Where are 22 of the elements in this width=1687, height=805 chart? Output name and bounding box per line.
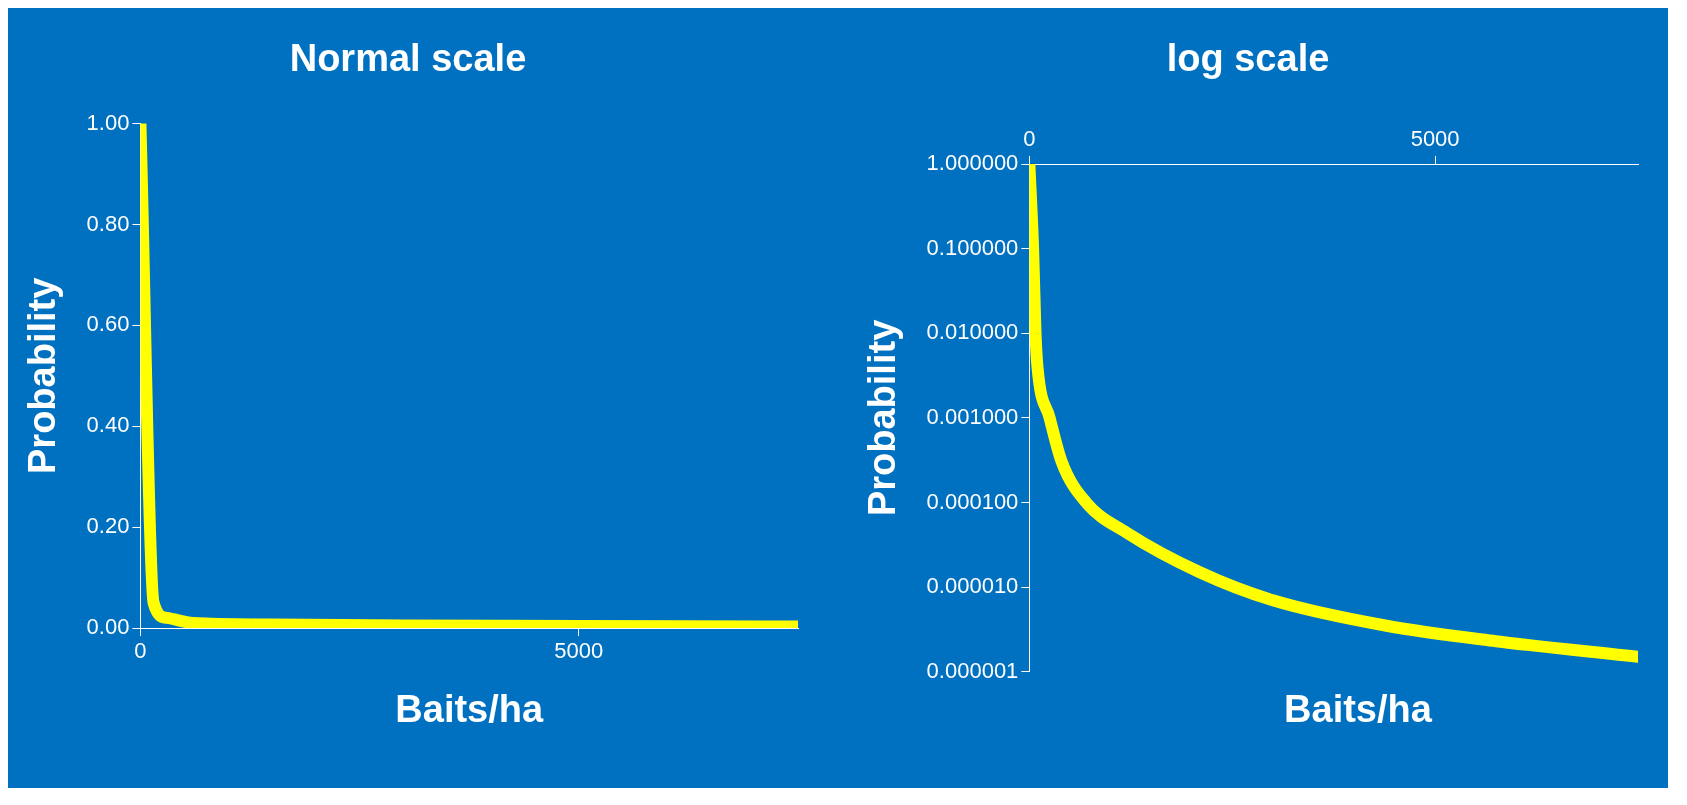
x-tick-label: 0 <box>1023 125 1036 151</box>
y-tick-label: 0.00 <box>86 614 130 640</box>
y-tick-label: 0.000100 <box>926 488 1019 514</box>
x-axis-title: Baits/ha <box>1283 688 1433 731</box>
x-axis-title: Baits/ha <box>395 687 544 730</box>
chart-title: Normal scale <box>289 37 527 80</box>
y-tick-label: 0.001000 <box>926 403 1019 429</box>
y-tick-label: 0.010000 <box>926 319 1019 345</box>
y-tick-label: 0.80 <box>86 210 130 236</box>
y-tick-label: 1.00 <box>86 109 130 135</box>
y-tick-label: 0.40 <box>86 412 130 438</box>
y-tick-label: 0.60 <box>86 311 130 337</box>
y-axis-title: Probability <box>21 277 64 474</box>
y-tick-label: 0.20 <box>86 513 130 539</box>
y-tick-label: 0.100000 <box>926 234 1019 260</box>
y-tick-label: 0.000010 <box>926 573 1019 599</box>
x2-tick-label: 5000 <box>1410 125 1460 151</box>
chart-title: log scale <box>1166 37 1330 80</box>
y-axis-title: Probability <box>861 319 904 517</box>
y-tick-label: 0.000001 <box>926 657 1019 683</box>
x-tick-label: 0 <box>134 638 147 664</box>
y-tick-label: 1.000000 <box>926 150 1019 176</box>
